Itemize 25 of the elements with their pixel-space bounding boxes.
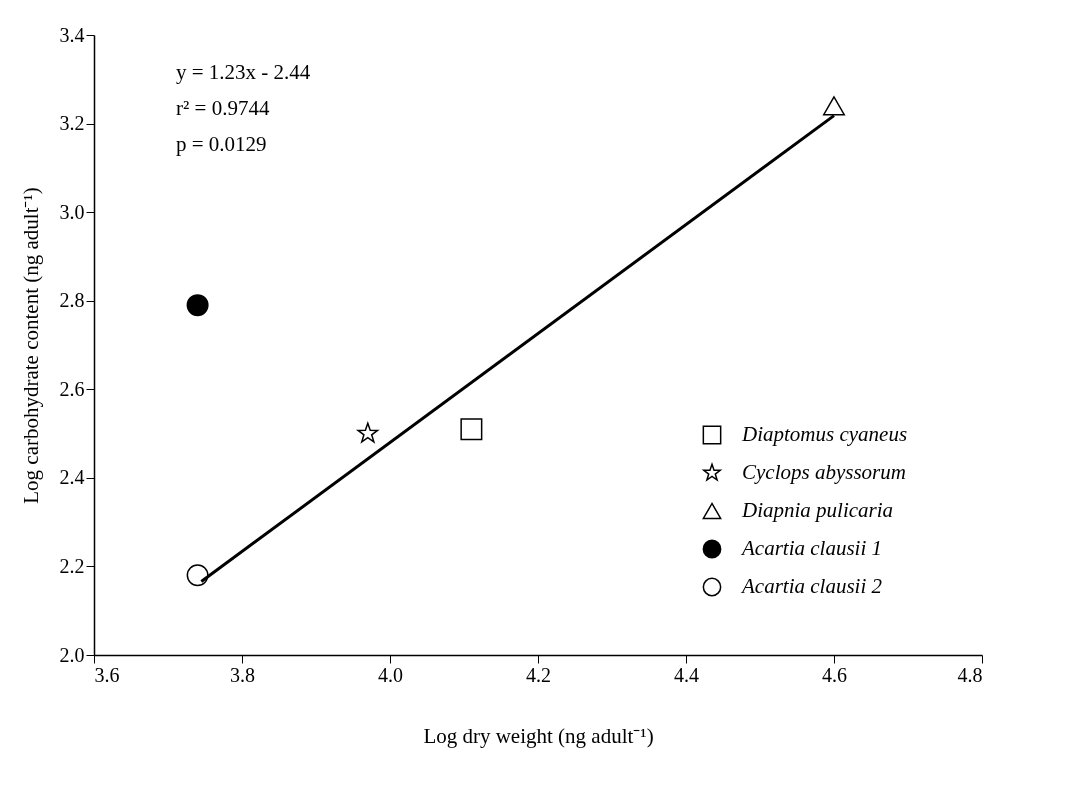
y-tick-label: 3.4 [59, 23, 85, 46]
legend-label: Diaptomus cyaneus [741, 422, 908, 446]
y-tick-label: 2.0 [59, 643, 85, 666]
x-tick-label: 4.4 [674, 663, 699, 686]
y-tick-label: 2.2 [59, 554, 85, 577]
x-tick-label: 3.6 [94, 663, 120, 686]
legend-label: Cyclops abyssorum [742, 460, 906, 484]
legend-label: Diapnia pulicaria [741, 498, 894, 522]
legend-label: Acartia clausii 2 [740, 574, 883, 598]
y-tick-label: 3.0 [59, 200, 85, 223]
annotation: p = 0.0129 [176, 132, 267, 156]
x-tick-label: 4.2 [526, 663, 551, 686]
x-tick-label: 4.8 [957, 663, 983, 686]
y-tick-label: 2.6 [59, 377, 85, 400]
y-tick-label: 2.4 [59, 466, 85, 489]
y-tick-label: 3.2 [59, 112, 85, 135]
x-tick-label: 4.6 [822, 663, 847, 686]
annotation: y = 1.23x - 2.44 [176, 60, 311, 84]
x-tick-label: 4.0 [378, 663, 403, 686]
legend-label: Acartia clausii 1 [740, 536, 882, 560]
annotation: r² = 0.9744 [176, 96, 270, 120]
y-axis-title: Log carbohydrate content (ng adult⁻¹) [18, 187, 43, 504]
x-axis-title: Log dry weight (ng adult⁻¹) [423, 723, 654, 748]
x-tick-label: 3.8 [230, 663, 255, 686]
y-tick-label: 2.8 [59, 289, 85, 312]
